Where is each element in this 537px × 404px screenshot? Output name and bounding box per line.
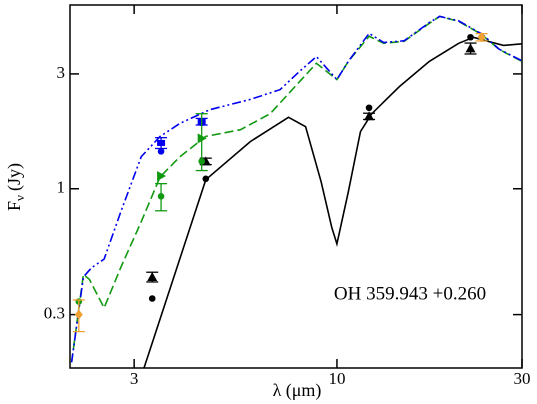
x-tick-label: 30 xyxy=(514,369,531,388)
y-label-main: F xyxy=(4,201,24,211)
marker-circle xyxy=(148,295,156,302)
marker-triangle-up xyxy=(465,43,476,53)
marker-square xyxy=(157,139,166,146)
y-label-unit: (Jy) xyxy=(4,163,25,191)
plot-frame xyxy=(69,4,523,369)
marker-triangle-up xyxy=(364,111,375,121)
marker-diamond xyxy=(477,32,486,43)
y-tick-label: 1 xyxy=(57,178,66,197)
marker-circle xyxy=(157,193,165,200)
y-axis-label: Fν (Jy) xyxy=(4,163,27,211)
x-axis-label: λ (μm) xyxy=(273,380,322,401)
marker-triangle-up xyxy=(147,271,158,281)
annotation: OH 359.943 +0.260 xyxy=(334,283,486,304)
y-tick-label: 3 xyxy=(57,63,66,82)
model-curve xyxy=(143,36,522,368)
model-curve xyxy=(70,15,522,363)
marker-triangle-right xyxy=(157,170,167,181)
model-curve xyxy=(70,15,522,363)
y-label-sub: ν xyxy=(12,195,27,201)
marker-triangle-right xyxy=(197,133,207,144)
marker-circle xyxy=(365,104,373,112)
marker-circle xyxy=(202,175,210,183)
marker-diamond xyxy=(74,309,83,320)
x-tick-label: 10 xyxy=(328,369,345,388)
y-tick-label: 0.3 xyxy=(44,304,65,323)
x-tick-label: 3 xyxy=(130,369,139,388)
marker-circle xyxy=(467,33,474,41)
marker-circle xyxy=(157,148,165,155)
